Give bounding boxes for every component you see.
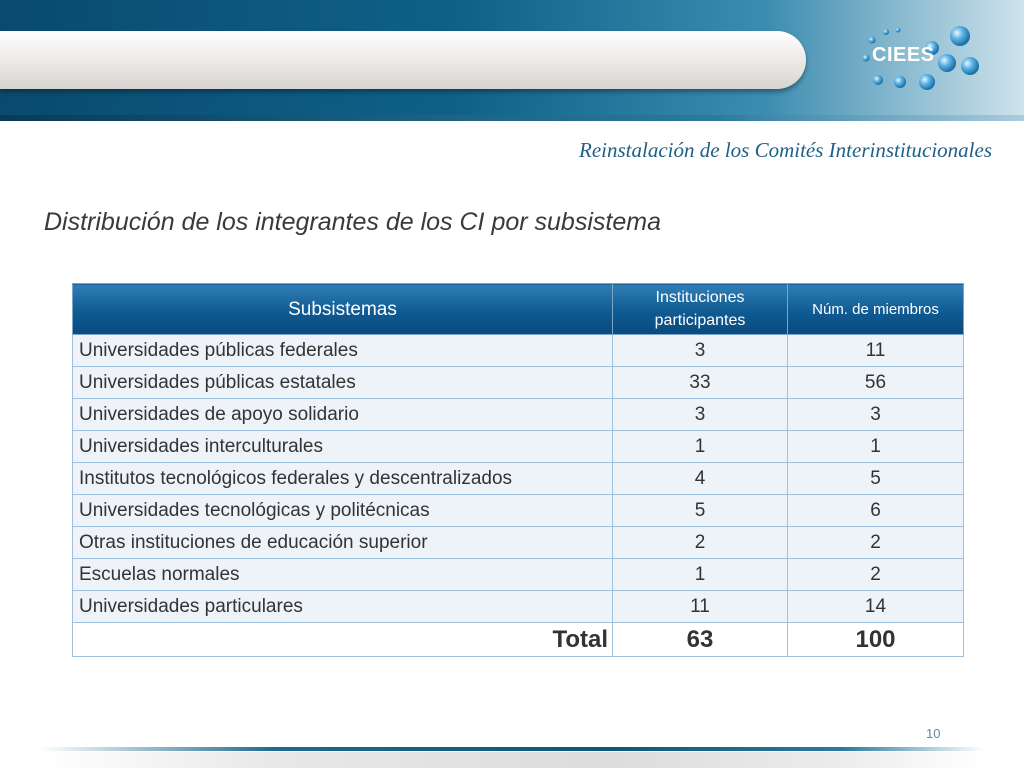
- table-row: Universidades públicas estatales 33 56: [72, 366, 964, 399]
- table-row: Escuelas normales 1 2: [72, 558, 964, 591]
- miembros-cell: 3: [787, 398, 964, 431]
- instituciones-cell: 4: [612, 462, 788, 495]
- subsistema-cell: Universidades públicas estatales: [72, 366, 613, 399]
- table-row: Otras instituciones de educación superio…: [72, 526, 964, 559]
- instituciones-cell: 3: [612, 334, 788, 367]
- instituciones-cell: 33: [612, 366, 788, 399]
- footer-shadow: [40, 752, 984, 768]
- table-header-row: Subsistemas Instituciones participantes …: [72, 283, 964, 335]
- miembros-cell: 14: [787, 590, 964, 623]
- miembros-cell: 11: [787, 334, 964, 367]
- instituciones-cell: 3: [612, 398, 788, 431]
- table-row: Universidades tecnológicas y politécnica…: [72, 494, 964, 527]
- logo-bubbles-icon: [862, 26, 979, 90]
- subsistema-cell: Universidades particulares: [72, 590, 613, 623]
- logo-text: CIEES: [872, 44, 935, 66]
- table-row: Universidades públicas federales 3 11: [72, 334, 964, 367]
- instituciones-cell: 1: [612, 558, 788, 591]
- subsistema-cell: Universidades de apoyo solidario: [72, 398, 613, 431]
- slide-subtitle: Reinstalación de los Comités Interinstit…: [579, 138, 992, 162]
- footer-line: [40, 747, 984, 751]
- subsistema-cell: Escuelas normales: [72, 558, 613, 591]
- subsistema-cell: Universidades interculturales: [72, 430, 613, 463]
- instituciones-cell: 5: [612, 494, 788, 527]
- table-row: Universidades de apoyo solidario 3 3: [72, 398, 964, 431]
- subsistema-cell: Universidades tecnológicas y politécnica…: [72, 494, 613, 527]
- column-header-instituciones: Instituciones participantes: [612, 283, 788, 335]
- total-row: Total 63 100: [72, 622, 964, 657]
- instituciones-cell: 2: [612, 526, 788, 559]
- miembros-cell: 5: [787, 462, 964, 495]
- ciees-logo: CIEES: [852, 18, 982, 102]
- table-row: Universidades interculturales 1 1: [72, 430, 964, 463]
- total-label: Total: [72, 622, 613, 657]
- total-miembros: 100: [787, 622, 964, 657]
- subsistema-cell: Universidades públicas federales: [72, 334, 613, 367]
- miembros-cell: 2: [787, 526, 964, 559]
- column-header-miembros: Núm. de miembros: [787, 283, 964, 335]
- slide-heading: Distribución de los integrantes de los C…: [44, 208, 661, 236]
- instituciones-cell: 1: [612, 430, 788, 463]
- subsistema-cell: Institutos tecnológicos federales y desc…: [72, 462, 613, 495]
- column-header-subsistemas: Subsistemas: [72, 283, 613, 335]
- title-bar: [0, 31, 806, 89]
- miembros-cell: 56: [787, 366, 964, 399]
- instituciones-cell: 11: [612, 590, 788, 623]
- page-number: 10: [926, 726, 941, 741]
- total-instituciones: 63: [612, 622, 788, 657]
- table-row: Universidades particulares 11 14: [72, 590, 964, 623]
- subsistema-cell: Otras instituciones de educación superio…: [72, 526, 613, 559]
- miembros-cell: 1: [787, 430, 964, 463]
- miembros-cell: 6: [787, 494, 964, 527]
- miembros-cell: 2: [787, 558, 964, 591]
- table-row: Institutos tecnológicos federales y desc…: [72, 462, 964, 495]
- distribution-table: Subsistemas Instituciones participantes …: [72, 283, 964, 657]
